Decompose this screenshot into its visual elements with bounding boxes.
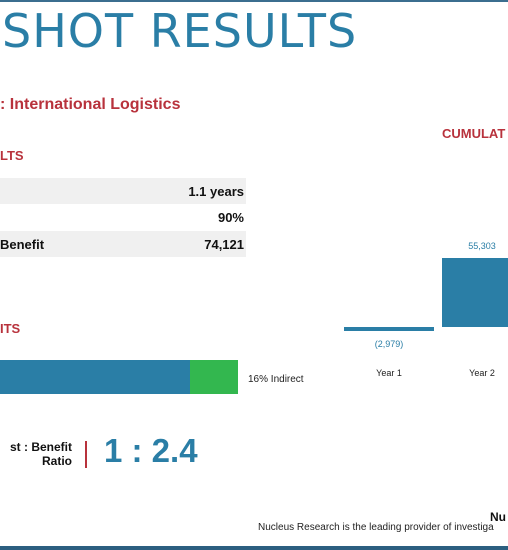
cumulative-chart: (2,979) Year 1 55,303 Year 2 (344, 241, 508, 378)
benefits-heading: ITS (0, 321, 21, 336)
footer-text: Nucleus Research is the leading provider… (258, 522, 494, 533)
metric-row-payback: 1.1 years (0, 178, 246, 204)
benefit-breakdown-bar (0, 360, 238, 394)
cumulative-heading: CUMULAT (442, 126, 506, 141)
metric-value: 90% (217, 209, 244, 225)
page-title: SHOT RESULTS (2, 4, 358, 58)
category-label: Year 2 (469, 368, 495, 378)
page-subtitle: : International Logistics (0, 96, 181, 113)
top-border (0, 0, 508, 2)
ratio-label: st : Benefit Ratio (0, 440, 72, 468)
direct-benefit-segment (0, 360, 190, 394)
indirect-benefit-segment (190, 360, 238, 394)
metric-row-roi: 90% (0, 204, 246, 230)
ratio-label-line2: Ratio (42, 454, 72, 468)
footer-company-name: Nu (490, 510, 506, 524)
metric-row-benefit: Benefit 74,121 (0, 231, 246, 257)
ratio-value: 1 : 2.4 (104, 432, 198, 469)
metric-value: 1.1 years (188, 183, 244, 199)
data-label: (2,979) (375, 339, 404, 349)
ratio-label-line1: st : Benefit (9, 440, 72, 454)
results-heading: LTS (0, 148, 24, 163)
metric-label: Benefit (0, 236, 45, 252)
category-label: Year 1 (376, 368, 402, 378)
ratio-separator (85, 441, 87, 468)
bar-year-1 (344, 327, 434, 331)
metric-value: 74,121 (204, 236, 244, 252)
bottom-border (0, 546, 508, 550)
indirect-label: 16% Indirect (248, 374, 304, 385)
data-label: 55,303 (468, 241, 496, 251)
bar-year-2 (442, 258, 508, 327)
